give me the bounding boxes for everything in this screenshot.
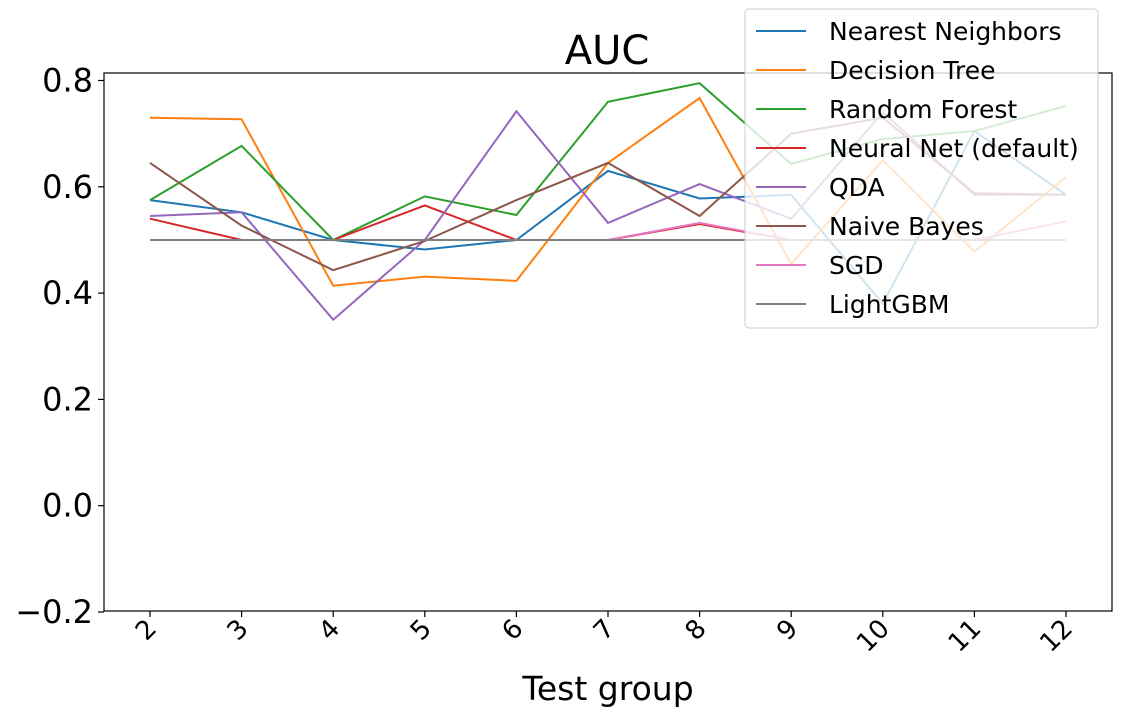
x-tick-label: 11 [943,614,988,659]
x-axis: 2 3 4 5 6 7 8 9 10 11 12 [130,611,1079,658]
legend-label: QDA [829,173,885,202]
x-tick-label: 12 [1034,614,1079,659]
y-tick-label: −0.2 [15,593,93,631]
legend-label: Nearest Neighbors [829,17,1062,46]
x-tick-label: 6 [496,614,529,647]
legend-label: Decision Tree [829,56,995,85]
legend-box [744,8,1099,329]
legend-label: Naive Bayes [829,212,984,241]
x-tick-label: 5 [405,614,438,647]
y-tick-label: 0.6 [42,168,93,206]
y-axis: 0.8 0.6 0.4 0.2 0.0 −0.2 [15,62,104,631]
chart-title: AUC [565,28,650,74]
legend-label: Random Forest [829,95,1017,124]
y-tick-label: 0.2 [42,380,93,418]
y-tick-label: 0.4 [42,274,93,312]
legend-label: SGD [829,251,884,280]
legend-label: LightGBM [829,290,949,319]
x-tick-label: 7 [588,614,621,647]
x-tick-label: 3 [222,614,255,647]
x-tick-label: 8 [680,614,713,647]
x-tick-label: 9 [771,614,804,647]
x-axis-label: Test group [521,669,693,708]
y-tick-label: 0.8 [42,62,93,100]
legend: Nearest Neighbors Decision Tree Random For… [744,8,1099,329]
legend-label: Neural Net (default) [829,134,1079,163]
x-tick-label: 2 [130,614,163,647]
y-tick-label: 0.0 [42,487,93,525]
x-tick-label: 4 [313,614,346,647]
x-tick-label: 10 [851,614,896,659]
